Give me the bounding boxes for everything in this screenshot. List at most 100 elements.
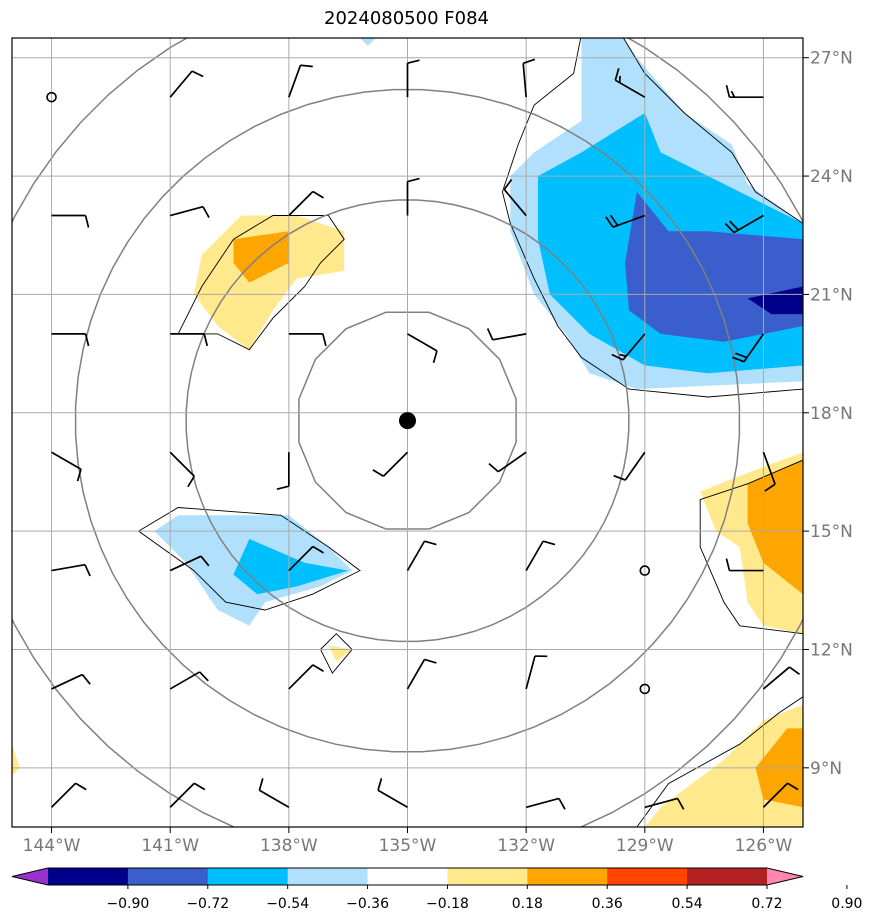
wind-barb [51,214,90,228]
wind-barb [169,555,210,572]
range-ring [298,311,517,530]
barb-staff [612,214,646,228]
colorbar-tick-label: −0.90 [106,896,149,912]
wind-barb [614,68,646,98]
barb-full-feather [191,70,204,78]
barb-staff [288,64,302,98]
longitude-tick-layer: 144°W 141°W 138°W 135°W 132°W 129°W 126°W [23,827,793,856]
barb-full-feather [322,333,327,347]
colorbar-segment [607,868,688,885]
wind-barb [169,782,206,808]
wind-barb [169,671,209,690]
wind-barb [288,64,313,98]
barb-full-feather [725,558,731,571]
barb-staff [492,333,527,341]
wind-barb [611,333,646,361]
storm-center-icon [399,412,416,430]
lon-tick-label: 129°W [616,836,674,856]
barb-half-feather [730,90,736,98]
barb-full-feather [424,658,437,664]
barb-full-feather [84,333,90,347]
wind-barb [169,451,195,488]
barb-full-feather [193,782,206,791]
lat-tick-label: 15°N [810,522,853,542]
colorbar-segment [287,868,369,885]
wind-barb [522,58,536,98]
barb-staff [525,540,544,572]
barb-full-feather [732,356,745,363]
wind-barb [170,333,209,347]
barb-staff [288,190,314,217]
ne-outline [501,38,803,398]
wind-barb [51,563,91,577]
colorbar-tick-label: −0.36 [346,896,389,912]
wind-barb [406,177,420,216]
barb-staff [51,563,86,572]
barb-full-feather [312,190,324,199]
colorbar-tick-label: −0.54 [266,896,309,912]
barb-staff [169,205,204,217]
colorbar-frame [11,867,804,886]
barb-full-feather [424,540,437,546]
wind-barb [525,540,556,572]
barb-full-feather [187,475,195,488]
lat-tick-label: 9°N [810,759,842,779]
barb-staff [644,797,678,809]
colorbar-segment [527,868,608,885]
wind-barb [276,452,290,491]
barb-full-feather [300,64,313,68]
lon-tick-label: 126°W [735,836,793,856]
wind-barb [732,333,765,363]
range-ring [74,88,741,753]
wind-barb [406,59,420,98]
wind-barb-layer [46,58,801,810]
barb-staff [525,797,560,809]
barb-full-feather [81,674,91,685]
wind-barb [50,782,87,808]
calm-wind-icon [639,565,651,576]
barb-full-feather [486,328,494,341]
wind-barb [525,655,548,690]
wind-barb [406,540,437,572]
lon-tick-label: 144°W [23,836,81,856]
barb-full-feather [199,671,209,682]
nw-outline [177,215,345,351]
field-ne-negative-core [747,286,803,315]
sw-outline [137,507,361,611]
wind-barb [258,778,290,809]
colorbar-tick-label: 0.90 [831,896,862,912]
barb-staff [762,782,789,808]
barb-full-feather [611,353,624,361]
field-e-positive-inner [747,460,803,595]
barb-full-feather [432,350,438,364]
field-top-edge-negative [360,38,376,46]
range-ring [12,38,803,827]
barb-staff [169,671,201,690]
e-outline [699,459,803,635]
wind-barb [288,545,324,572]
wind-barb [724,214,764,234]
barb-full-feather [503,178,513,190]
range-ring-layer [12,38,803,827]
lat-tick-label: 24°N [810,167,853,187]
wind-barb [762,782,799,808]
wind-barb [725,84,764,99]
wind-barb [525,797,566,810]
lon-tick-label: 141°W [141,836,199,856]
colorbar-tick-label: 0.18 [512,896,543,912]
lon-tick-label: 138°W [260,836,318,856]
field-nw-positive-outer [193,215,345,350]
colorbar-segment [447,868,528,885]
contour-outline-layer [137,38,803,827]
barb-full-feather [542,540,556,546]
colorbar-tick-label: 0.72 [751,896,782,912]
barb-staff [169,555,202,572]
barb-full-feather [200,555,210,567]
wind-barb [486,328,527,341]
lat-tick-label: 18°N [810,404,853,424]
barb-full-feather [258,778,264,791]
lon-tick-label: 132°W [497,836,555,856]
barb-staff [51,451,82,470]
barb-staff [406,540,426,572]
